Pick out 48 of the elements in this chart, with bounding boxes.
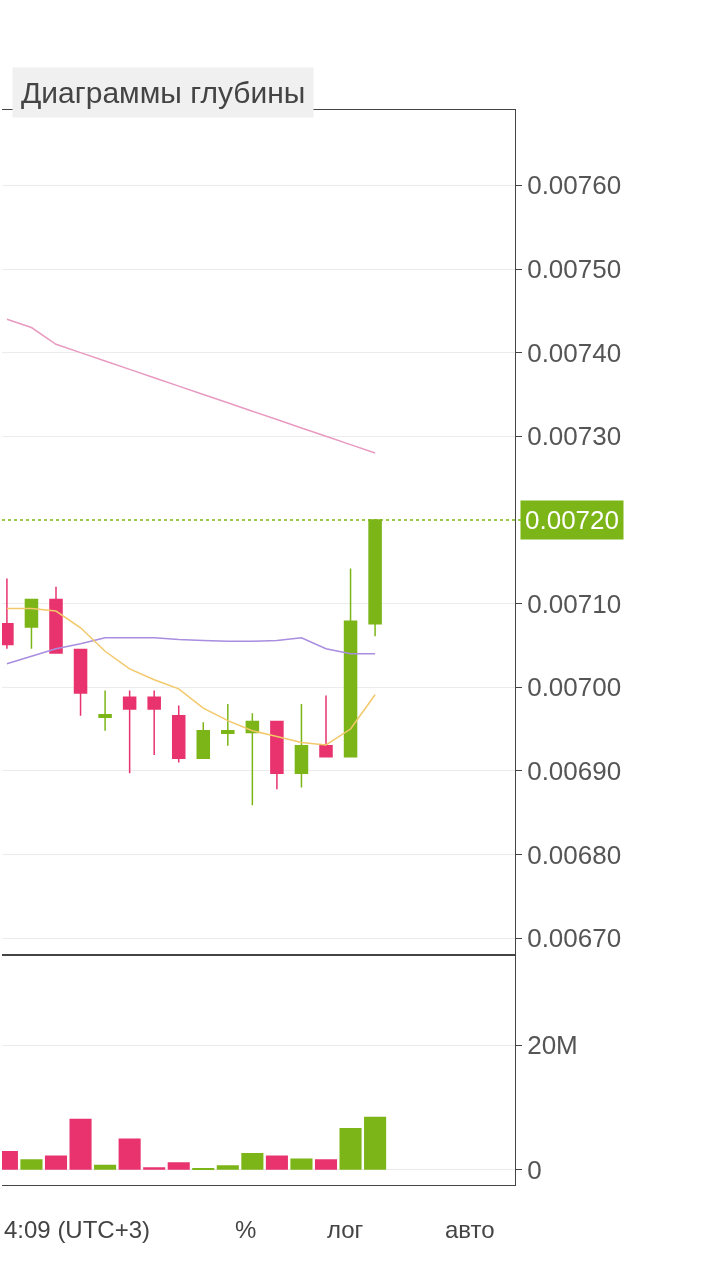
bar bbox=[314, 1159, 338, 1170]
candlestick bbox=[49, 586, 63, 654]
bar bbox=[167, 1162, 190, 1170]
bar bbox=[265, 1155, 288, 1170]
candlestick bbox=[73, 648, 88, 717]
candlestick bbox=[171, 704, 186, 764]
y-tick-label: 0.00750 bbox=[527, 254, 622, 285]
text: авто bbox=[445, 1216, 495, 1243]
line-series bbox=[6, 607, 376, 746]
y-tick-label: 20M bbox=[527, 1030, 578, 1061]
candlestick bbox=[270, 720, 284, 791]
text: Диаграммы глубины bbox=[21, 76, 306, 109]
candlestick bbox=[147, 689, 161, 756]
candlestick bbox=[343, 567, 358, 758]
candlestick bbox=[98, 689, 112, 732]
candlestick bbox=[196, 721, 211, 760]
candlestick bbox=[245, 712, 260, 806]
text: 4:09 (UTC+3) bbox=[4, 1216, 151, 1243]
bar bbox=[118, 1138, 141, 1170]
bar bbox=[69, 1118, 92, 1170]
candlestick bbox=[122, 689, 137, 775]
bar bbox=[339, 1127, 362, 1170]
bar bbox=[192, 1167, 215, 1170]
ref-line-label: 0.00720 bbox=[525, 505, 619, 535]
bar bbox=[216, 1165, 239, 1170]
y-tick-label: 0.00670 bbox=[527, 923, 622, 954]
candlestick bbox=[319, 694, 333, 758]
text: % bbox=[235, 1216, 257, 1243]
y-tick-label: 0.00710 bbox=[527, 588, 622, 619]
y-tick-label: 0.00740 bbox=[527, 337, 622, 368]
bar bbox=[94, 1164, 117, 1170]
bar bbox=[364, 1116, 387, 1170]
candlestick bbox=[24, 598, 39, 650]
line-series bbox=[6, 637, 376, 665]
bar bbox=[44, 1155, 68, 1170]
bar bbox=[143, 1167, 166, 1170]
text: лог bbox=[327, 1216, 364, 1243]
bar bbox=[290, 1158, 313, 1170]
y-tick-label: 0.00760 bbox=[527, 170, 622, 201]
bar bbox=[241, 1152, 264, 1170]
line-series bbox=[6, 318, 376, 454]
candlestick bbox=[221, 703, 235, 747]
y-tick-label: 0.00700 bbox=[527, 672, 622, 703]
y-tick-label: 0.00690 bbox=[527, 755, 622, 786]
candlestick bbox=[294, 703, 309, 789]
y-tick-label: 0 bbox=[527, 1154, 542, 1185]
y-tick-label: 0.00730 bbox=[527, 421, 622, 452]
y-tick-label: 0.00680 bbox=[527, 839, 622, 870]
